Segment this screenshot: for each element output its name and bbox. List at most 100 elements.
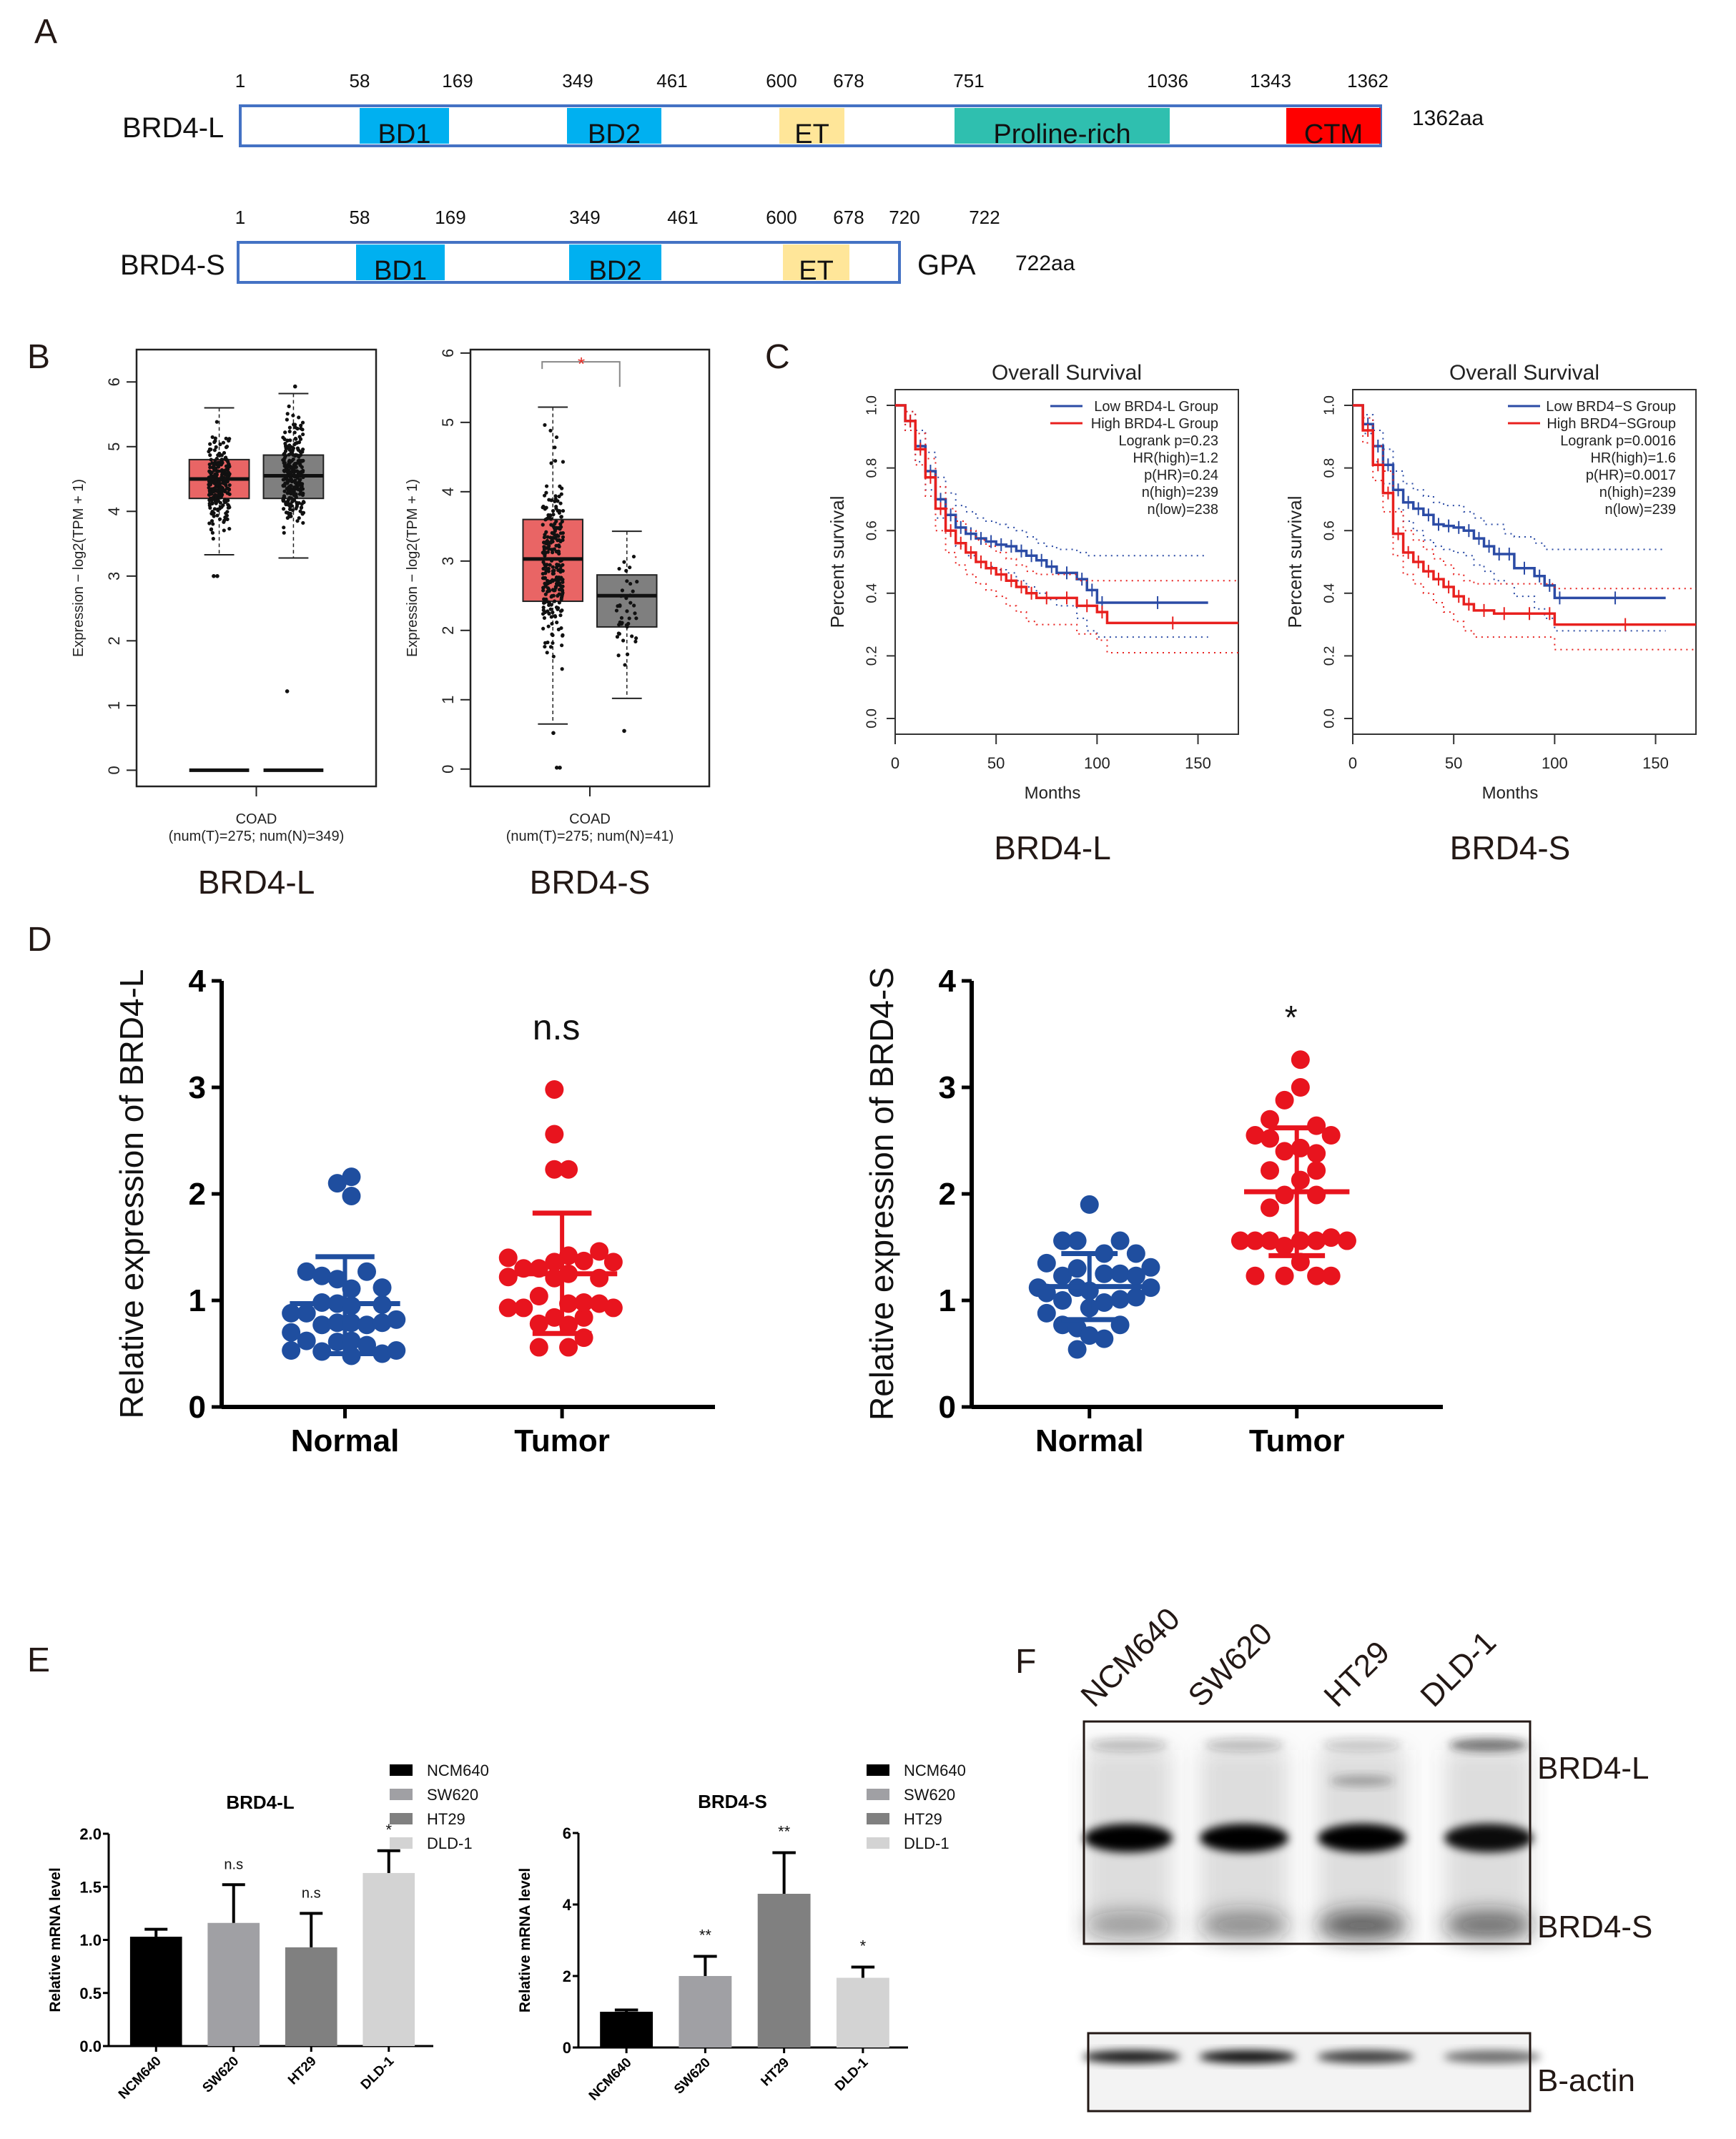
data-point [301,520,305,525]
data-point [387,1341,406,1360]
data-point [559,1338,578,1357]
data-point [294,495,298,500]
stat-text: n(low)=238 [1147,502,1218,518]
data-point [220,458,224,462]
data-point [225,444,230,449]
data-point [557,494,561,498]
y-tick-label: 0 [105,766,123,774]
data-point [209,448,213,452]
data-point [590,1294,609,1313]
x-tick-label: Tumor [514,1423,610,1458]
y-tick-label: 6 [105,377,123,386]
data-point [211,488,215,493]
bar-ht29 [757,1894,811,2047]
data-point [1141,1258,1160,1277]
band-b-actin [1083,2050,1180,2063]
outlier-point [285,689,290,693]
data-point [373,1344,392,1363]
y-tick-label: 3 [189,1070,206,1105]
data-point [556,606,561,611]
legend-swatch [867,1789,889,1800]
data-point [545,1080,564,1099]
panel-c-survival-brd4-s: Overall Survival 0.0 0.2 0.4 0.6 0.8 1.0 0 50 100… [1284,361,1697,866]
data-point [545,651,549,655]
data-point [295,475,300,480]
data-point [553,599,557,603]
ci-lower-0 [1353,405,1666,632]
y-tick-label: 2 [105,636,123,645]
data-point [207,469,212,473]
y-tick-label: 1.5 [79,1878,102,1896]
legend-entry: SW620 [427,1786,478,1804]
data-point [1246,1231,1265,1250]
data-point [293,425,297,430]
data-point [634,616,638,621]
y-tick-label: 0 [189,1390,206,1425]
position-number: 720 [889,207,919,228]
data-point [574,1293,593,1312]
data-point [297,500,301,505]
data-point [327,1270,347,1289]
y-tick-label: 1.0 [864,395,879,415]
data-point [210,497,215,501]
panel-c-survival-brd4-l: Overall Survival 0.0 0.2 0.4 0.6 0.8 1.0 0 50 100… [827,361,1239,866]
plot-frame [1352,389,1697,735]
significance-annotation: n.s [224,1857,243,1872]
x-tick-label: 50 [1445,754,1462,772]
ci-lower-1 [1353,405,1696,651]
data-point [574,1251,593,1270]
x-tick-label: Normal [1035,1423,1144,1458]
isoform-length: 722aa [1015,252,1075,275]
band-brd4-l [1205,1739,1283,1752]
domain-block-bd2 [567,108,661,144]
plot-frame [469,348,711,788]
legend-entry: DLD-1 [904,1834,950,1852]
data-point [290,459,294,463]
outlier-point [292,384,297,389]
data-point [614,608,619,613]
data-point [208,442,212,446]
data-point [1053,1231,1072,1250]
panel-label-d: D [27,921,52,959]
data-point [542,493,547,498]
y-axis-label: Relative mRNA level [517,1868,533,2012]
domain-block-bd2 [569,244,661,280]
stat-text: Logrank p=0.23 [1118,433,1218,449]
data-point [546,568,550,572]
data-point [559,1160,578,1179]
legend-entry: Low BRD4−S Group [1546,399,1676,415]
y-tick-label: 1.0 [1321,395,1337,415]
actin-background [1088,2033,1530,2111]
data-point [222,450,227,455]
band-brd4-l [1089,1739,1168,1752]
data-point [312,1266,332,1285]
y-tick-label: 0.4 [1321,583,1337,603]
data-point [1110,1231,1130,1250]
c-terminal-suffix: GPA [917,250,976,281]
data-point [548,540,553,545]
data-point [541,575,546,581]
panel-label-a: A [34,13,57,51]
data-point [1126,1288,1145,1307]
significance-annotation: * [860,1937,867,1955]
data-point [224,436,228,440]
y-tick-label: 0.2 [1321,646,1337,666]
data-point [551,509,556,513]
data-point [618,594,623,598]
significance-annotation: ** [699,1927,712,1945]
legend-swatch [867,1764,889,1776]
legend-entry: High BRD4−SGroup [1547,416,1676,432]
data-point [1067,1259,1087,1278]
data-point [546,535,550,539]
y-tick-label: 4 [939,964,957,999]
position-number: 169 [435,207,465,228]
data-point [214,489,219,493]
data-point [1321,1266,1341,1285]
stat-text: HR(high)=1.2 [1133,450,1218,466]
data-point [543,600,547,605]
data-point [558,613,563,618]
stat-text: p(HR)=0.24 [1144,468,1218,483]
data-point [618,603,622,608]
domain-block-ctm [1286,108,1381,144]
outlier-point [551,731,556,736]
